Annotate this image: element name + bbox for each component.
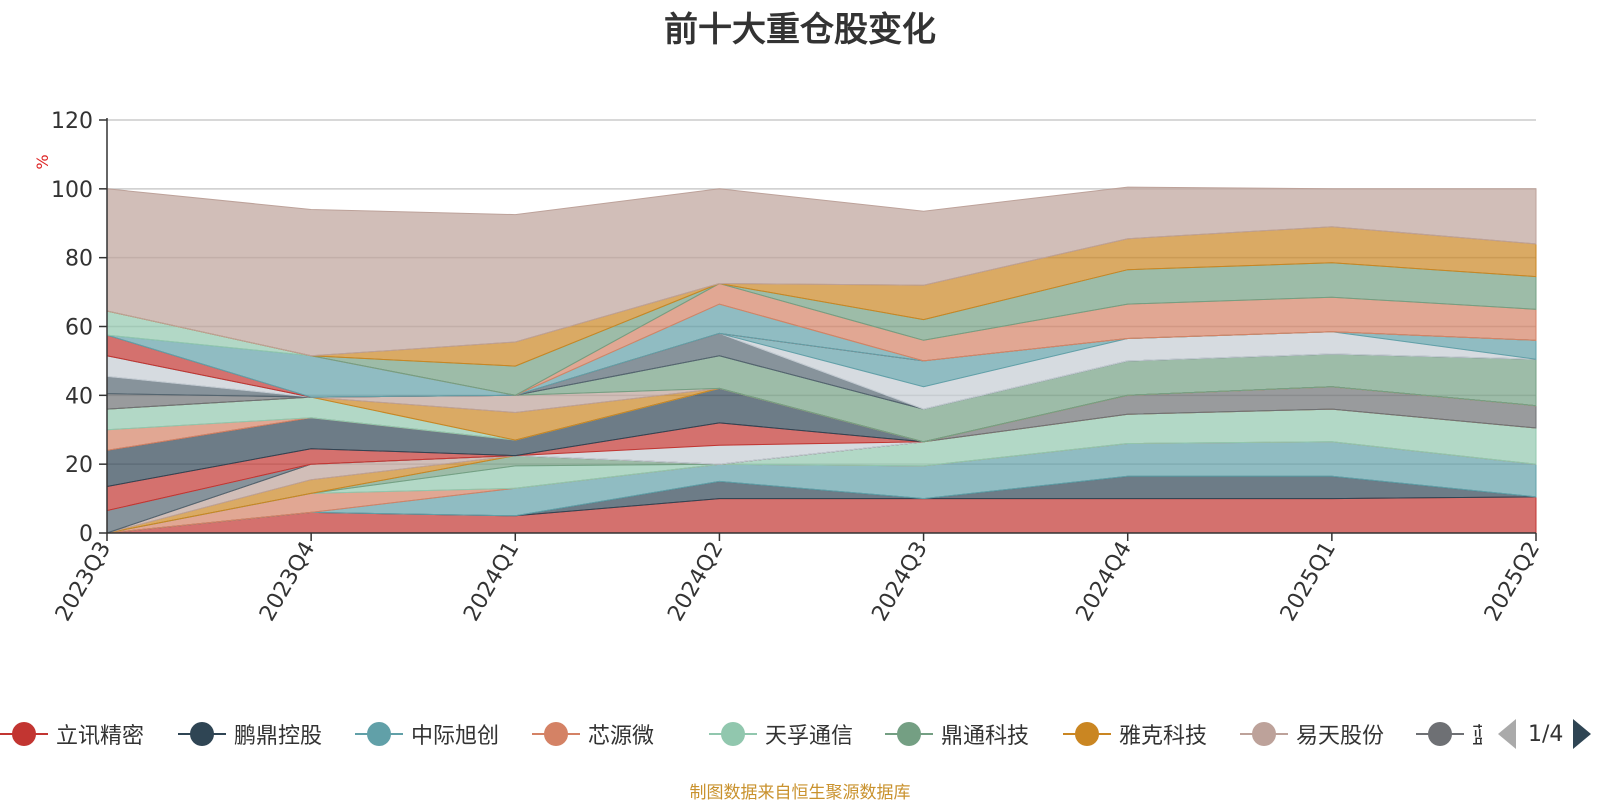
legend-marker-icon — [1416, 714, 1464, 754]
legend-label: 芯源微 — [588, 724, 655, 749]
legend: 立讯精密 鹏鼎控股 中际旭创 芯源微 天孚通信 鼎通科技 雅克科技 易天股份 蓝思科技 1/4 — [0, 714, 1600, 754]
y-tick-label: 60 — [65, 316, 93, 341]
y-tick-label: 0 — [79, 522, 93, 547]
y-tick-label: 100 — [51, 178, 93, 203]
source-note: 制图数据来自恒生聚源数据库 — [689, 783, 911, 803]
x-tick-label: 2024Q3 — [867, 538, 932, 626]
area-series — [106, 186, 1537, 357]
legend-marker-icon — [1063, 714, 1111, 754]
x-tick-label: 2025Q2 — [1480, 538, 1545, 626]
x-tick-label: 2023Q3 — [51, 538, 116, 626]
x-tick-label: 2024Q1 — [459, 538, 524, 626]
legend-marker-icon — [532, 714, 580, 754]
legend-label: 鼎通科技 — [941, 724, 1030, 749]
legend-page-indicator: 1/4 — [1528, 721, 1564, 747]
legend-label: 鹏鼎控股 — [234, 724, 323, 749]
y-tick-label: 80 — [65, 247, 93, 272]
x-tick-label: 2024Q4 — [1072, 538, 1137, 626]
y-axis-label: % — [33, 154, 52, 169]
legend-item[interactable]: 蓝思科技 — [1416, 714, 1482, 754]
legend-marker-icon — [355, 714, 403, 754]
legend-label: 立讯精密 — [56, 724, 145, 749]
chart-title: 前十大重仓股变化 — [664, 10, 936, 50]
legend-item[interactable]: 立讯精密 — [0, 714, 144, 754]
legend-item[interactable]: 易天股份 — [1240, 714, 1384, 754]
legend-label: 易天股份 — [1296, 724, 1385, 749]
legend-item[interactable]: 中际旭创 — [355, 714, 499, 754]
legend-marker-icon — [178, 714, 226, 754]
legend-item[interactable]: 鼎通科技 — [885, 714, 1029, 754]
legend-pager: 1/4 — [1498, 714, 1592, 754]
legend-next-arrow-icon[interactable] — [1573, 719, 1592, 749]
y-tick-label: 120 — [51, 109, 93, 134]
legend-label: 雅克科技 — [1119, 724, 1208, 749]
legend-item[interactable]: 鹏鼎控股 — [178, 714, 322, 754]
legend-label: 天孚通信 — [765, 724, 854, 749]
legend-item[interactable]: 天孚通信 — [709, 714, 853, 754]
legend-marker-icon — [1240, 714, 1288, 754]
x-tick-label: 2023Q4 — [255, 538, 320, 626]
legend-marker-icon — [0, 714, 48, 754]
y-tick-label: 20 — [65, 453, 93, 478]
legend-item[interactable]: 芯源微 — [532, 714, 654, 754]
legend-marker-icon — [885, 714, 933, 754]
legend-label: 中际旭创 — [411, 724, 500, 749]
x-tick-label: 2024Q2 — [663, 538, 728, 626]
legend-items: 立讯精密 鹏鼎控股 中际旭创 芯源微 天孚通信 鼎通科技 雅克科技 易天股份 蓝思科技 — [0, 714, 1482, 754]
y-tick-label: 40 — [65, 384, 93, 409]
legend-marker-icon — [709, 714, 757, 754]
area-series-group — [106, 186, 1537, 534]
legend-label: 蓝思科技 — [1472, 718, 1482, 750]
legend-prev-arrow-icon[interactable] — [1498, 719, 1516, 749]
x-tick-label: 2025Q1 — [1276, 538, 1341, 626]
legend-item[interactable]: 雅克科技 — [1063, 714, 1207, 754]
